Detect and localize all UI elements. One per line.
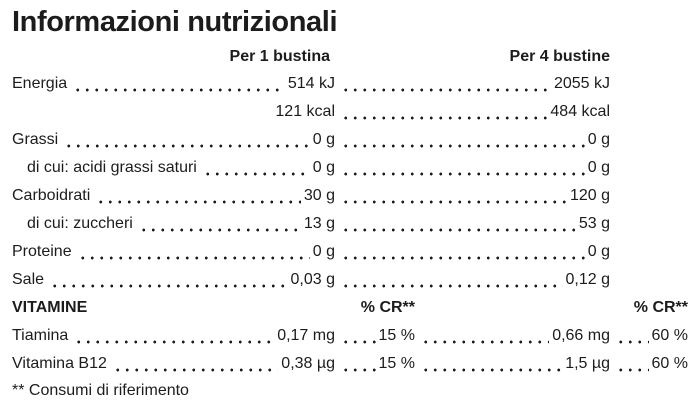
value-per-4-bustine: 1,5 µg	[565, 355, 610, 372]
row-label: Carboidrati	[12, 187, 91, 204]
dot-leader	[419, 322, 550, 350]
row-label: Vitamina B12	[12, 355, 107, 372]
value-cr-1: 15 %	[378, 327, 415, 344]
value-per-1-bustina: 0,17 mg	[277, 327, 335, 344]
value-cr-2: 60 %	[651, 327, 688, 344]
dot-leader	[614, 322, 649, 350]
reference-footnote: ** Consumi di riferimento	[12, 382, 189, 399]
dot-leader	[136, 210, 301, 238]
value-per-4-bustine: 120 g	[569, 187, 610, 204]
value-per-1-bustina: 0,38 µg	[281, 355, 335, 372]
dot-leader	[200, 154, 310, 182]
cr-header-per4: % CR**	[633, 299, 688, 316]
value-per-4-bustine: 0,66 mg	[552, 327, 610, 344]
dot-leader	[339, 126, 585, 154]
table-row-grassi-saturi: di cui: acidi grassi saturi 0 g 0 g	[12, 154, 688, 182]
dot-leader	[339, 238, 585, 266]
column-header-per1: Per 1 bustina	[229, 48, 330, 65]
row-label: Tiamina	[12, 327, 69, 344]
row-label: Sale	[12, 271, 45, 288]
row-label: Proteine	[12, 243, 72, 260]
table-row-sale: Sale 0,03 g 0,12 g	[12, 266, 688, 294]
column-header-per1-cell: Per 1 bustina	[12, 44, 335, 70]
value-per-4-bustine: 53 g	[578, 215, 610, 232]
dot-leader	[339, 210, 576, 238]
dot-leader	[339, 182, 567, 210]
dot-leader	[72, 322, 275, 350]
value-per-4-bustine: 484 kcal	[550, 103, 610, 120]
table-row-energia-kcal: 121 kcal 484 kcal	[12, 98, 688, 126]
value-per-1-bustina: 0 g	[312, 159, 335, 176]
table-row-proteine: Proteine 0 g 0 g	[12, 238, 688, 266]
dot-leader	[614, 350, 649, 378]
value-per-1-bustina: 0 g	[312, 131, 335, 148]
row-label: Energia	[12, 75, 68, 92]
dot-leader	[339, 98, 548, 126]
vitamins-header-row: VITAMINE % CR** % CR**	[12, 294, 688, 322]
value-per-4-bustine: 0,12 g	[565, 271, 610, 288]
row-label: di cui: zuccheri	[27, 215, 133, 232]
value-cr-2: 60 %	[651, 355, 688, 372]
dot-leader	[71, 70, 285, 98]
value-per-1-bustina: 30 g	[303, 187, 335, 204]
table-row-energia: Energia 514 kJ 2055 kJ	[12, 70, 688, 98]
value-per-4-bustine: 0 g	[587, 243, 610, 260]
dot-leader	[110, 350, 279, 378]
column-header-per4-cell: Per 4 bustine	[335, 44, 610, 70]
dot-leader	[339, 70, 551, 98]
table-row-vitamina-b12: Vitamina B12 0,38 µg 15 % 1,5 µg 60 %	[12, 350, 688, 378]
row-label: di cui: acidi grassi saturi	[27, 159, 197, 176]
dot-leader	[419, 350, 563, 378]
value-per-4-bustine: 0 g	[587, 131, 610, 148]
value-per-1-bustina: 514 kJ	[287, 75, 335, 92]
dot-leader	[339, 322, 376, 350]
table-row-grassi: Grassi 0 g 0 g	[12, 126, 688, 154]
page-title: Informazioni nutrizionali	[12, 6, 338, 38]
dot-leader	[62, 126, 310, 154]
vitamins-section-label: VITAMINE	[12, 299, 88, 316]
value-per-1-bustina: 13 g	[303, 215, 335, 232]
spacer	[91, 294, 332, 322]
value-per-1-bustina: 0 g	[312, 243, 335, 260]
value-per-4-bustine: 0 g	[587, 159, 610, 176]
table-row-tiamina: Tiamina 0,17 mg 15 % 0,66 mg 60 %	[12, 322, 688, 350]
table-row-zuccheri: di cui: zuccheri 13 g 53 g	[12, 210, 688, 238]
dot-leader	[339, 266, 563, 294]
row-label: Grassi	[12, 131, 59, 148]
dot-leader	[339, 350, 376, 378]
column-header-row: Per 1 bustina Per 4 bustine	[12, 44, 688, 70]
value-per-1-bustina: 0,03 g	[290, 271, 335, 288]
dot-leader	[48, 266, 288, 294]
dot-leader	[339, 154, 585, 182]
column-header-per4: Per 4 bustine	[509, 48, 610, 65]
value-per-4-bustine: 2055 kJ	[553, 75, 610, 92]
value-per-1-bustina: 121 kcal	[275, 103, 335, 120]
dot-leader	[75, 238, 310, 266]
dot-leader	[94, 182, 301, 210]
cr-header-per1: % CR**	[360, 299, 415, 316]
table-row-carboidrati: Carboidrati 30 g 120 g	[12, 182, 688, 210]
value-cr-1: 15 %	[378, 355, 415, 372]
blank-leader	[16, 98, 272, 126]
